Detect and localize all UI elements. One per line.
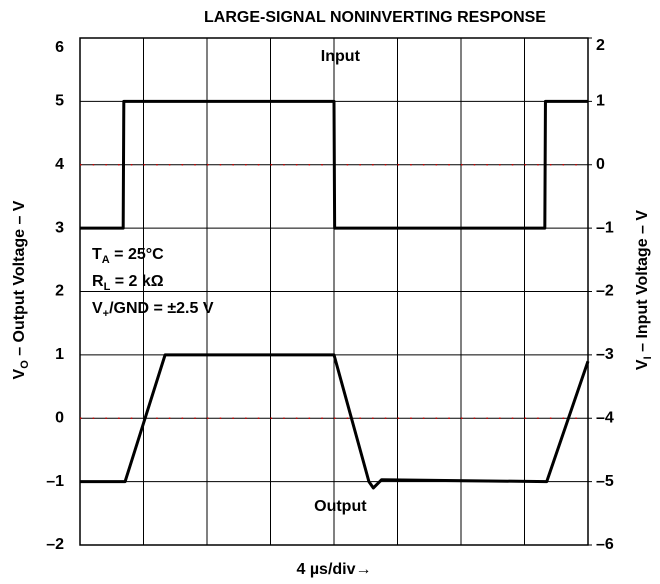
y2-tick-label: –5 bbox=[596, 473, 614, 490]
y2-tick-label: –3 bbox=[596, 346, 614, 363]
y2-axis-label-main: V bbox=[634, 359, 651, 370]
y-tick-label: 0 bbox=[55, 409, 64, 426]
plot-frame bbox=[79, 37, 589, 546]
condition-rest: = 2 kΩ bbox=[110, 273, 163, 290]
condition-rest: = 25°C bbox=[110, 246, 164, 263]
series-line bbox=[80, 99, 588, 230]
y2-axis-label-sub: I bbox=[642, 356, 654, 359]
condition: V+/GND = ±2.5 V bbox=[92, 300, 214, 320]
y-axis-label-sub: O bbox=[19, 360, 31, 369]
condition-sub: A bbox=[102, 254, 110, 266]
y-tick-label: 4 bbox=[55, 156, 64, 173]
y2-tick-label: 0 bbox=[596, 156, 605, 173]
y-axis-label: VO – Output Voltage – V bbox=[11, 200, 31, 379]
condition: TA = 25°C bbox=[92, 246, 164, 266]
y2-tick-label: –6 bbox=[596, 536, 614, 553]
y-tick-label: –1 bbox=[46, 473, 64, 490]
condition-main: R bbox=[92, 273, 104, 290]
y2-tick-label: –1 bbox=[596, 219, 614, 236]
condition-sub: L bbox=[104, 281, 111, 293]
x-axis-label: 4 µs/div→ bbox=[296, 561, 371, 578]
y2-tick-label: –2 bbox=[596, 283, 614, 300]
y2-tick-label: 1 bbox=[596, 93, 605, 110]
series-line bbox=[80, 353, 590, 490]
condition: RL = 2 kΩ bbox=[92, 273, 164, 293]
annotation: Input bbox=[321, 48, 361, 65]
y2-axis-label: VI – Input Voltage – V bbox=[634, 210, 654, 370]
condition-sub: + bbox=[103, 308, 109, 320]
y-tick-label: 6 bbox=[55, 39, 64, 56]
y2-axis-label-rest: – Input Voltage – V bbox=[634, 210, 651, 357]
y2-tick-label: 2 bbox=[596, 37, 605, 54]
y-tick-label: 1 bbox=[55, 346, 64, 363]
condition-main: T bbox=[92, 246, 102, 263]
condition-rest: /GND = ±2.5 V bbox=[109, 300, 214, 317]
y-tick-label: 2 bbox=[55, 283, 64, 300]
y-axis-label-rest: – Output Voltage – V bbox=[11, 200, 28, 360]
annotation: Output bbox=[314, 498, 367, 515]
y-axis-label-main: V bbox=[11, 368, 28, 379]
chart-title: LARGE-SIGNAL NONINVERTING RESPONSE bbox=[204, 9, 546, 26]
y-tick-label: 3 bbox=[55, 219, 64, 236]
y2-tick-label: –4 bbox=[596, 409, 614, 426]
y-tick-label: –2 bbox=[46, 536, 64, 553]
condition-main: V bbox=[92, 300, 103, 317]
y-tick-label: 5 bbox=[55, 93, 64, 110]
